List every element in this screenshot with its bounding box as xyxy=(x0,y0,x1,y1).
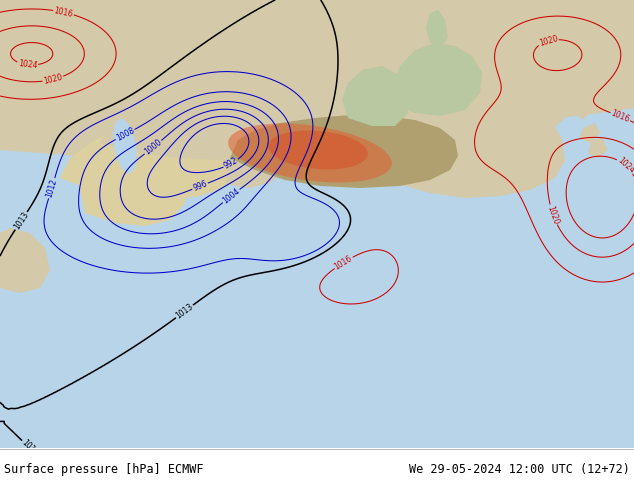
Polygon shape xyxy=(80,138,188,226)
Text: 1013: 1013 xyxy=(12,210,30,231)
Text: 996: 996 xyxy=(191,179,209,193)
Polygon shape xyxy=(588,138,608,158)
Polygon shape xyxy=(390,43,482,116)
Polygon shape xyxy=(570,56,586,76)
Text: 1013: 1013 xyxy=(174,302,195,321)
Polygon shape xyxy=(0,228,50,293)
Text: 1004: 1004 xyxy=(221,187,242,205)
Polygon shape xyxy=(486,70,568,138)
Polygon shape xyxy=(390,95,565,198)
Polygon shape xyxy=(567,78,580,96)
Text: 1020: 1020 xyxy=(546,204,560,225)
Text: 992: 992 xyxy=(223,156,240,171)
Text: 1013: 1013 xyxy=(20,438,40,458)
Polygon shape xyxy=(490,42,504,58)
Text: 1016: 1016 xyxy=(333,254,354,271)
Polygon shape xyxy=(100,108,258,160)
Text: 1000: 1000 xyxy=(143,138,164,157)
Text: 1016: 1016 xyxy=(610,109,631,124)
Polygon shape xyxy=(580,123,600,143)
Polygon shape xyxy=(230,115,458,188)
Text: 1012: 1012 xyxy=(45,178,59,198)
Text: 1020: 1020 xyxy=(42,73,63,86)
Text: 1024: 1024 xyxy=(18,59,37,71)
Polygon shape xyxy=(60,118,230,200)
Ellipse shape xyxy=(228,123,392,183)
Ellipse shape xyxy=(268,130,368,170)
Polygon shape xyxy=(575,98,590,120)
Ellipse shape xyxy=(113,119,137,173)
Text: We 29-05-2024 12:00 UTC (12+72): We 29-05-2024 12:00 UTC (12+72) xyxy=(409,463,630,475)
Text: 1020: 1020 xyxy=(538,34,559,48)
Polygon shape xyxy=(342,66,410,126)
Polygon shape xyxy=(538,78,565,123)
Text: Surface pressure [hPa] ECMWF: Surface pressure [hPa] ECMWF xyxy=(4,463,204,475)
Text: 1024: 1024 xyxy=(616,156,634,175)
Text: 1008: 1008 xyxy=(115,126,136,143)
Polygon shape xyxy=(585,40,600,60)
Text: 1016: 1016 xyxy=(53,6,74,19)
Polygon shape xyxy=(426,10,448,48)
Polygon shape xyxy=(238,50,250,63)
Polygon shape xyxy=(0,0,634,158)
Polygon shape xyxy=(138,143,228,193)
Polygon shape xyxy=(190,53,290,188)
Polygon shape xyxy=(0,0,140,143)
